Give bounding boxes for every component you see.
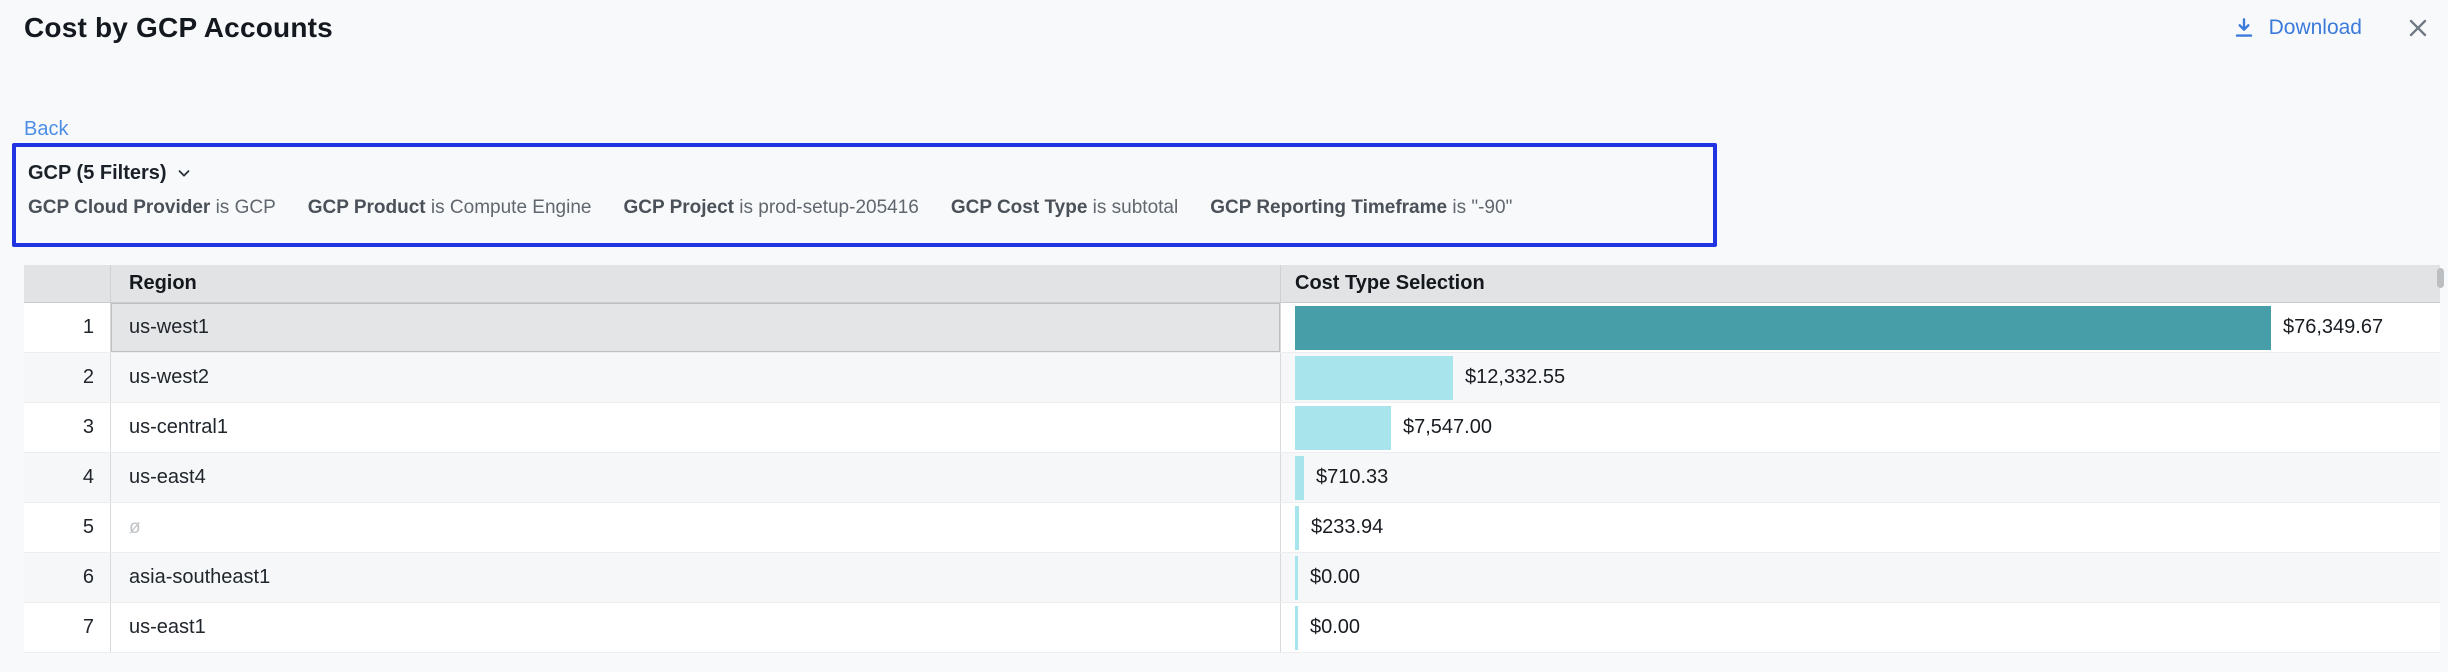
cost-bar (1295, 355, 1453, 400)
table-row[interactable]: 7 us-east1 $0.00 (24, 603, 2440, 653)
table-body: 1 us-west1 $76,349.67 2 us-west2 $12,332… (24, 303, 2440, 653)
page-title: Cost by GCP Accounts (24, 12, 333, 43)
cost-bar (1295, 305, 2271, 350)
row-number: 5 (24, 503, 110, 552)
region-cell[interactable]: us-west2 (110, 353, 1280, 402)
cost-bar (1295, 505, 1299, 550)
table-row[interactable]: 5 ø $233.94 (24, 503, 2440, 553)
cost-cell[interactable]: $0.00 (1280, 553, 2440, 602)
cost-value-label: $0.00 (1310, 616, 1361, 638)
cost-by-region-table: Region Cost Type Selection 1 us-west1 $7… (24, 265, 2440, 653)
back-link[interactable]: Back (24, 118, 69, 140)
cost-column-header[interactable]: Cost Type Selection (1280, 265, 2440, 302)
table-header-row: Region Cost Type Selection (24, 265, 2440, 303)
row-number: 4 (24, 453, 110, 502)
region-cell[interactable]: us-east4 (110, 453, 1280, 502)
filter-field-name: GCP Reporting Timeframe (1210, 197, 1448, 218)
cost-value-label: $233.94 (1311, 516, 1384, 538)
cost-cell[interactable]: $76,349.67 (1280, 303, 2440, 352)
cost-cell[interactable]: $12,332.55 (1280, 353, 2440, 402)
download-icon (2231, 15, 2257, 41)
table-row[interactable]: 2 us-west2 $12,332.55 (24, 353, 2440, 403)
row-number: 6 (24, 553, 110, 602)
cost-cell[interactable]: $233.94 (1280, 503, 2440, 552)
filter-field-name: GCP Project (623, 197, 734, 218)
filter-condition[interactable]: GCP Reporting Timeframe is "-90" (1210, 197, 1512, 219)
cost-cell[interactable]: $710.33 (1280, 453, 2440, 502)
filter-field-name: GCP Cost Type (950, 197, 1088, 218)
cost-value-label: $7,547.00 (1403, 416, 1492, 438)
filter-field-condition: is prod-setup-205416 (734, 197, 919, 218)
region-column-header[interactable]: Region (110, 265, 1280, 302)
table-row[interactable]: 3 us-central1 $7,547.00 (24, 403, 2440, 453)
filter-field-name: GCP Product (307, 197, 426, 218)
chevron-down-icon (175, 164, 193, 182)
filter-summary-toggle[interactable]: GCP (5 Filters) (28, 157, 1713, 189)
filter-panel: GCP (5 Filters) GCP Cloud Provider is GC… (12, 143, 1717, 247)
cost-cell[interactable]: $0.00 (1280, 603, 2440, 652)
cost-value-label: $0.00 (1310, 566, 1361, 588)
cost-cell[interactable]: $7,547.00 (1280, 403, 2440, 452)
row-number: 3 (24, 403, 110, 452)
filter-condition[interactable]: GCP Cost Type is subtotal (951, 197, 1178, 219)
region-cell[interactable]: us-east1 (110, 603, 1280, 652)
close-icon (2404, 14, 2432, 42)
filter-field-condition: is subtotal (1087, 197, 1179, 218)
cost-bar (1295, 405, 1391, 450)
filter-condition[interactable]: GCP Cloud Provider is GCP (28, 197, 276, 219)
filter-condition[interactable]: GCP Product is Compute Engine (308, 197, 592, 219)
region-cell[interactable]: us-central1 (110, 403, 1280, 452)
close-button[interactable] (2404, 14, 2432, 42)
filter-summary-label: GCP (5 Filters) (28, 161, 167, 184)
cost-bar (1295, 605, 1298, 650)
download-button[interactable]: Download (2231, 15, 2362, 41)
region-cell[interactable]: asia-southeast1 (110, 553, 1280, 602)
download-label: Download (2268, 16, 2362, 39)
filter-field-condition: is "-90" (1447, 197, 1513, 218)
filter-field-condition: is Compute Engine (425, 197, 592, 218)
table-row[interactable]: 1 us-west1 $76,349.67 (24, 303, 2440, 353)
cost-value-label: $76,349.67 (2283, 316, 2384, 338)
region-cell[interactable]: ø (110, 503, 1280, 552)
cost-value-label: $710.33 (1316, 466, 1389, 488)
row-number: 7 (24, 603, 110, 652)
topbar-actions: Download (2231, 14, 2432, 42)
filter-condition[interactable]: GCP Project is prod-setup-205416 (623, 197, 918, 219)
scrollbar-thumb[interactable] (2437, 268, 2444, 288)
row-number-column-header (24, 265, 110, 302)
filter-conditions-list: GCP Cloud Provider is GCP GCP Product is … (28, 197, 1713, 219)
row-number: 1 (24, 303, 110, 352)
table-row[interactable]: 4 us-east4 $710.33 (24, 453, 2440, 503)
table-row[interactable]: 6 asia-southeast1 $0.00 (24, 553, 2440, 603)
cost-bar (1295, 455, 1304, 500)
filter-field-condition: is GCP (210, 197, 276, 218)
cost-bar (1295, 555, 1298, 600)
filter-field-name: GCP Cloud Provider (28, 197, 211, 218)
cost-value-label: $12,332.55 (1465, 366, 1566, 388)
row-number: 2 (24, 353, 110, 402)
region-cell[interactable]: us-west1 (110, 303, 1280, 352)
